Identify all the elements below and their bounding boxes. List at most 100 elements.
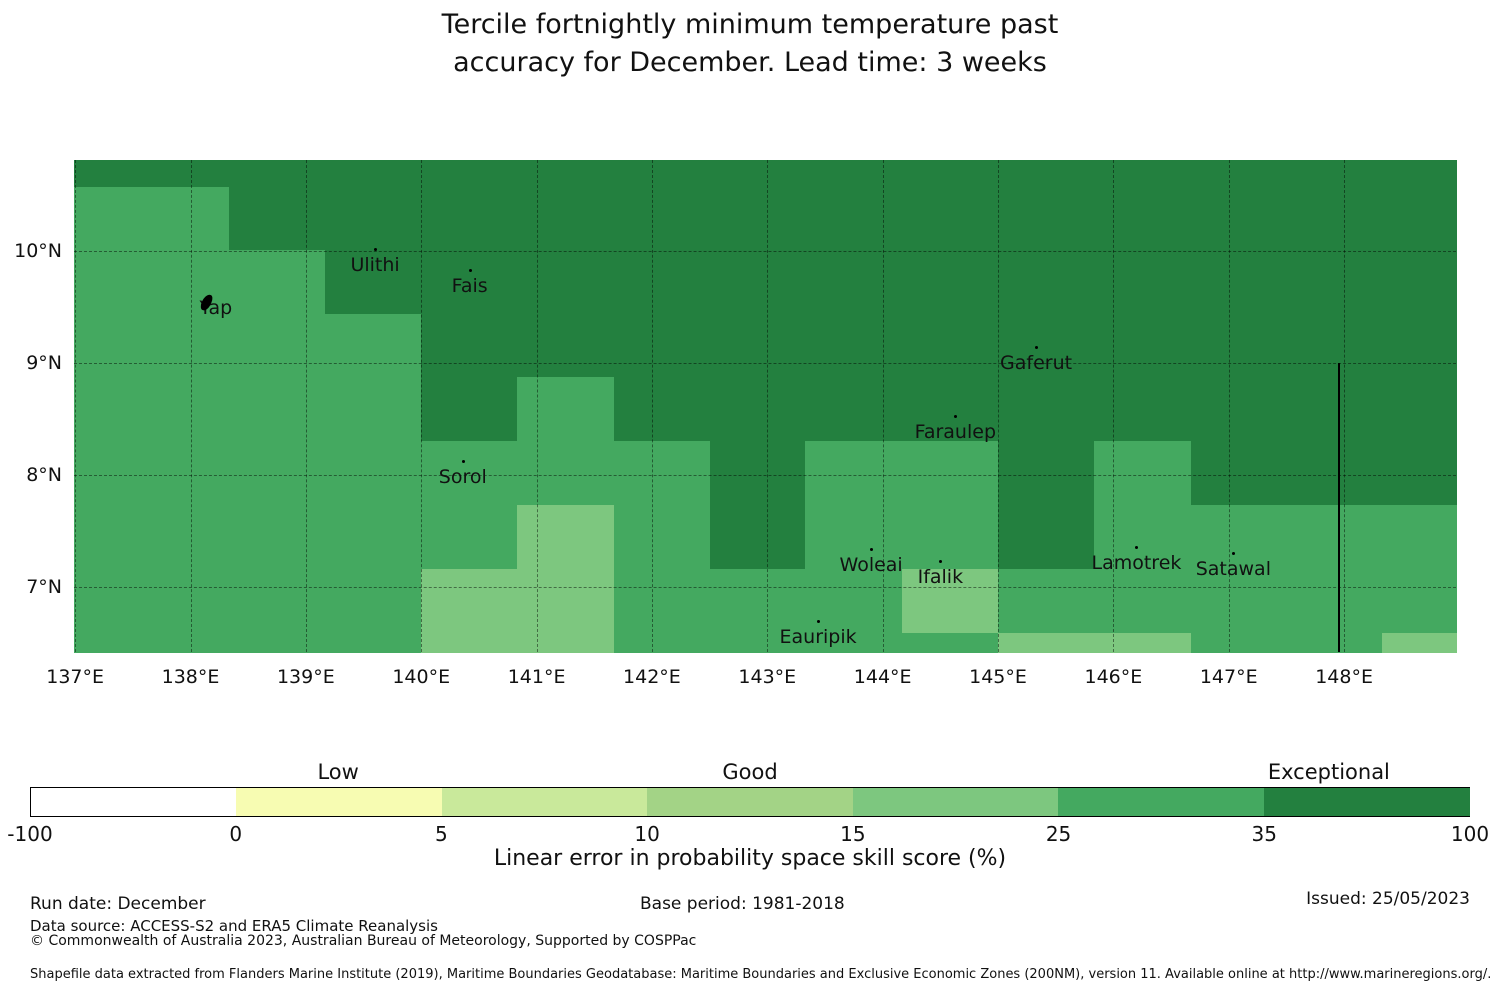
map-cell	[516, 186, 615, 251]
map-gridline	[74, 250, 1456, 252]
map-cell	[421, 377, 518, 443]
data-source-text: Data source: ACCESS-S2 and ERA5 Climate …	[30, 917, 438, 935]
colorbar-segment	[31, 788, 238, 816]
map-cell	[709, 313, 807, 379]
map-cell	[132, 313, 230, 379]
map-cell	[421, 249, 518, 315]
colorbar-axis-label: Linear error in probability space skill …	[493, 846, 1007, 871]
map-cell	[228, 632, 327, 653]
island-label: Woleai	[839, 553, 903, 576]
map-cell	[998, 186, 1095, 251]
map-cell	[1286, 249, 1383, 315]
map-cell	[132, 441, 230, 506]
map-cell	[709, 249, 807, 315]
x-axis-tick-label: 147°E	[1199, 666, 1258, 688]
map-cell	[1190, 505, 1288, 570]
map-cell	[1190, 186, 1288, 251]
map-cell	[1093, 632, 1192, 653]
colorbar-tick-label: -100	[7, 822, 53, 846]
map-gridline	[998, 160, 1000, 652]
map-cell	[421, 313, 518, 379]
map-cell	[132, 377, 230, 443]
map-cell	[805, 441, 904, 506]
map-cell	[613, 569, 711, 634]
map-cell	[709, 505, 807, 570]
colorbar-tick-label: 15	[840, 822, 866, 846]
colorbar-tick-label: 10	[634, 822, 660, 846]
x-axis-tick-label: 137°E	[46, 666, 105, 688]
map-cell	[613, 441, 711, 506]
map-cell	[228, 505, 327, 570]
colorbar-category-label: Low	[317, 760, 359, 784]
map-cell	[902, 441, 999, 506]
shapefile-attribution-text: Shapefile data extracted from Flanders M…	[30, 967, 1492, 982]
map-cell	[902, 313, 999, 379]
island-label: Faraulep	[914, 421, 997, 444]
map-cell	[516, 160, 615, 188]
map-cell	[1190, 160, 1288, 188]
colorbar-segment	[1058, 788, 1265, 816]
map-cell	[1093, 186, 1192, 251]
y-axis-tick-label: 7°N	[26, 575, 62, 598]
y-axis-tick-label: 10°N	[14, 239, 62, 262]
map-cell	[613, 249, 711, 315]
map-cell	[325, 505, 423, 570]
map-cell	[902, 377, 999, 443]
map-cell	[902, 186, 999, 251]
map-cell	[325, 632, 423, 653]
colorbar-segment	[647, 788, 854, 816]
map-cell	[421, 569, 518, 634]
map-cell	[998, 160, 1095, 188]
map-cell	[1093, 313, 1192, 379]
colorbar-tick-label: 100	[1450, 822, 1490, 846]
issued-date-text: Issued: 25/05/2023	[1306, 889, 1470, 909]
map-cell	[1093, 505, 1192, 570]
map-cell	[1286, 160, 1383, 188]
map-cell	[74, 377, 134, 443]
map-cell	[805, 160, 904, 188]
map-cell	[998, 632, 1095, 653]
map-gridline	[882, 160, 884, 652]
map-cell	[74, 441, 134, 506]
island-label: Eauripik	[779, 626, 857, 649]
map-cell	[132, 160, 230, 188]
map-gridline	[190, 160, 192, 652]
map-cell	[613, 505, 711, 570]
map-cell	[1093, 569, 1192, 634]
island-marker-dot	[1035, 345, 1039, 349]
x-axis-tick-label: 146°E	[1084, 666, 1143, 688]
map-cell	[902, 160, 999, 188]
map-cell	[325, 186, 423, 251]
map-cell	[709, 377, 807, 443]
map-cell	[1382, 160, 1457, 188]
map-cell	[325, 441, 423, 506]
map-cell	[74, 160, 134, 188]
colorbar-segment	[1263, 788, 1470, 816]
map-cell	[902, 505, 999, 570]
map-gridline	[1228, 160, 1230, 652]
map-cell	[516, 505, 615, 570]
map-cell	[613, 313, 711, 379]
map-cell	[1190, 249, 1288, 315]
map-cell	[325, 249, 423, 315]
map-cell	[228, 569, 327, 634]
x-axis-tick-label: 144°E	[853, 666, 912, 688]
map-cell	[1093, 249, 1192, 315]
map-gridline	[74, 362, 1456, 364]
y-axis-tick-label: 9°N	[26, 351, 62, 374]
map-cell	[1382, 569, 1457, 634]
map-gridline	[74, 474, 1456, 476]
x-axis-tick-label: 143°E	[738, 666, 797, 688]
island-marker-dot	[1232, 552, 1236, 556]
map-cell	[613, 377, 711, 443]
map-cell	[1286, 505, 1383, 570]
colorbar-category-label: Good	[722, 760, 778, 784]
map-cell	[228, 186, 327, 251]
map-cell	[1190, 377, 1288, 443]
map-gridline	[74, 586, 1456, 588]
map-cell	[1382, 377, 1457, 443]
copyright-text: © Commonwealth of Australia 2023, Austra…	[30, 933, 697, 949]
island-label: Lamotrek	[1091, 552, 1182, 575]
island-marker-dot	[817, 620, 821, 624]
map-cell	[325, 160, 423, 188]
